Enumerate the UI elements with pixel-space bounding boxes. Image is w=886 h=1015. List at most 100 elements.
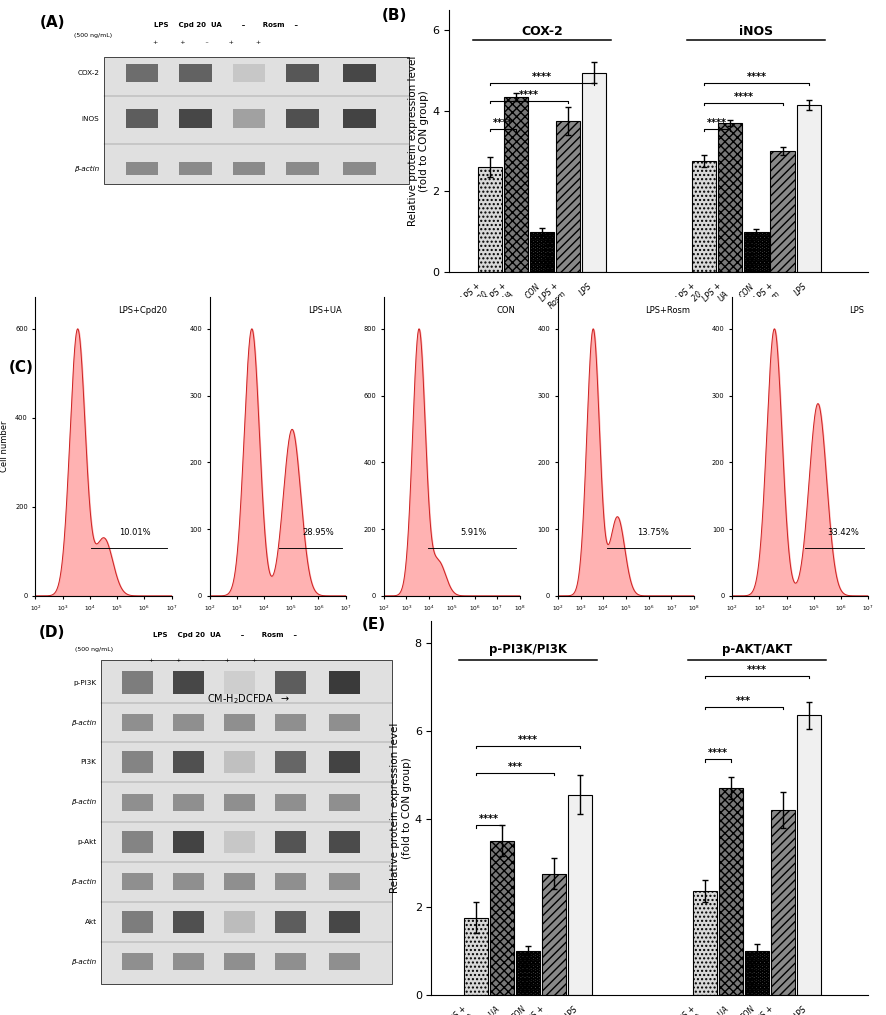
Text: LPS+Cpd20: LPS+Cpd20	[119, 306, 167, 315]
Bar	[224, 953, 255, 970]
Bar	[490, 840, 514, 995]
Y-axis label: Relative protein expression level
(fold to CON group): Relative protein expression level (fold …	[390, 723, 412, 893]
Bar	[516, 951, 540, 995]
Bar	[275, 715, 306, 731]
Text: (500 ng/mL): (500 ng/mL)	[74, 648, 113, 653]
Bar	[719, 788, 742, 995]
Text: ****: ****	[519, 90, 539, 99]
Text: LPS    Cpd 20  UA        –       Rosm    –: LPS Cpd 20 UA – Rosm –	[152, 632, 297, 638]
Text: LPS+UA: LPS+UA	[307, 306, 342, 315]
Bar	[233, 110, 265, 128]
Bar	[173, 715, 204, 731]
Bar	[275, 831, 306, 854]
Text: (A): (A)	[39, 15, 65, 30]
Text: ****: ****	[747, 665, 766, 675]
Bar	[224, 715, 255, 731]
Bar	[122, 953, 152, 970]
Text: ****: ****	[707, 118, 727, 128]
Bar	[104, 57, 409, 184]
Bar	[224, 794, 255, 811]
Bar	[173, 671, 204, 693]
Bar	[126, 110, 159, 128]
Text: LPS+Rosm: LPS+Rosm	[645, 306, 690, 315]
Bar	[126, 64, 159, 82]
Text: ****: ****	[493, 118, 513, 128]
Bar	[224, 873, 255, 890]
Bar	[464, 918, 488, 995]
Bar	[330, 953, 361, 970]
Text: ****: ****	[746, 72, 766, 82]
Text: 10.01%: 10.01%	[119, 528, 151, 537]
Text: +           +          –          +           +: + + – + +	[153, 40, 261, 45]
Text: iNOS: iNOS	[82, 116, 99, 122]
Bar	[504, 96, 528, 272]
Bar	[330, 715, 361, 731]
Text: ****: ****	[479, 814, 499, 824]
Bar	[330, 910, 361, 933]
Bar	[179, 110, 212, 128]
Bar	[344, 110, 376, 128]
Text: β-actin: β-actin	[72, 799, 97, 805]
Bar	[344, 64, 376, 82]
Bar	[771, 151, 795, 272]
Bar	[330, 671, 361, 693]
Bar	[275, 794, 306, 811]
Bar	[330, 831, 361, 854]
Text: ****: ****	[708, 748, 727, 758]
Text: ****: ****	[518, 735, 538, 745]
Bar	[692, 161, 717, 272]
Bar	[224, 910, 255, 933]
Bar	[275, 910, 306, 933]
Bar	[344, 161, 376, 176]
Bar	[122, 873, 152, 890]
Bar	[122, 910, 152, 933]
Bar	[126, 161, 159, 176]
Text: β-actin: β-actin	[72, 720, 97, 726]
Bar	[233, 64, 265, 82]
Text: 5.91%: 5.91%	[460, 528, 486, 537]
Bar	[797, 716, 821, 995]
Bar	[744, 231, 768, 272]
Text: ****: ****	[532, 72, 552, 82]
Bar	[330, 873, 361, 890]
Text: COX-2: COX-2	[521, 24, 563, 38]
Bar	[542, 874, 566, 995]
Text: (C): (C)	[9, 360, 34, 376]
Text: ****: ****	[734, 92, 753, 102]
Text: p-Akt: p-Akt	[77, 839, 97, 845]
Text: β-actin: β-actin	[74, 165, 99, 172]
Bar	[693, 891, 717, 995]
Text: 33.42%: 33.42%	[827, 528, 859, 537]
Text: ***: ***	[736, 695, 751, 705]
Bar	[530, 231, 554, 272]
Text: iNOS: iNOS	[739, 24, 773, 38]
Bar	[122, 671, 152, 693]
Bar	[122, 794, 152, 811]
Text: β-actin: β-actin	[72, 959, 97, 965]
Y-axis label: Relative protein expression level
(fold to CON group): Relative protein expression level (fold …	[408, 56, 429, 226]
Bar	[173, 831, 204, 854]
Bar	[744, 951, 769, 995]
Bar	[797, 105, 820, 272]
Bar	[101, 660, 392, 985]
Bar	[330, 794, 361, 811]
Text: (E): (E)	[361, 617, 385, 632]
Bar	[286, 161, 319, 176]
Bar	[122, 715, 152, 731]
Bar	[582, 72, 606, 272]
Text: β-actin: β-actin	[72, 879, 97, 885]
Text: 28.95%: 28.95%	[302, 528, 334, 537]
Text: COX-2: COX-2	[77, 70, 99, 76]
Text: p-PI3K: p-PI3K	[74, 679, 97, 685]
Bar	[275, 873, 306, 890]
Bar	[173, 953, 204, 970]
Text: CM-H$_2$DCFDA  $\rightarrow$: CM-H$_2$DCFDA $\rightarrow$	[206, 692, 290, 706]
Text: (D): (D)	[39, 624, 66, 639]
Bar	[224, 671, 255, 693]
Text: 13.75%: 13.75%	[637, 528, 669, 537]
Text: ***: ***	[508, 761, 523, 771]
Bar	[286, 110, 319, 128]
Bar	[224, 831, 255, 854]
Text: Akt: Akt	[84, 919, 97, 925]
Bar	[173, 751, 204, 773]
